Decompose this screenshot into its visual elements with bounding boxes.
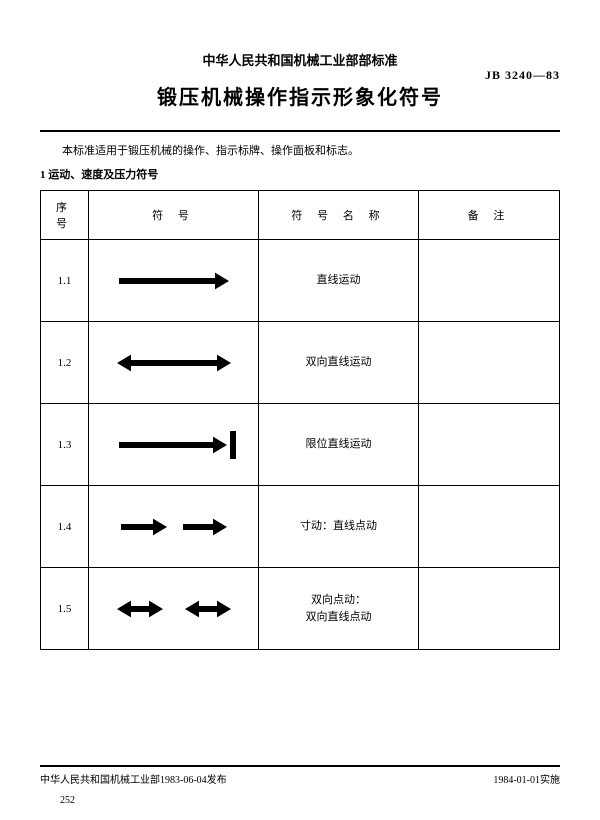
cell-index: 1.5 (41, 568, 89, 650)
footer-issue: 中华人民共和国机械工业部1983-06-04发布 (40, 771, 227, 786)
cell-note (419, 486, 560, 568)
cell-symbol (89, 240, 259, 322)
cell-symbol (89, 322, 259, 404)
section-heading: 1 运动、速度及压力符号 (40, 166, 560, 182)
footer-effective: 1984-01-01实施 (493, 771, 560, 786)
symbols-table: 序 号 符 号 符 号 名 称 备 注 1.1 直线运动 1.2 双向直线运动 1.3 限… (40, 190, 560, 650)
col-header-note: 备 注 (419, 191, 560, 240)
table-row: 1.1 直线运动 (41, 240, 560, 322)
standard-code: JB 3240—83 (485, 68, 560, 83)
pre-title: 中华人民共和国机械工业部部标准 (40, 50, 560, 69)
page-number: 252 (60, 795, 75, 806)
cell-index: 1.2 (41, 322, 89, 404)
cell-note (419, 240, 560, 322)
cell-index: 1.4 (41, 486, 89, 568)
col-header-name: 符 号 名 称 (259, 191, 419, 240)
table-header-row: 序 号 符 号 符 号 名 称 备 注 (41, 191, 560, 240)
cell-name: 双向直线运动 (259, 322, 419, 404)
col-header-index: 序 号 (41, 191, 89, 240)
table-row: 1.2 双向直线运动 (41, 322, 560, 404)
cell-index: 1.3 (41, 404, 89, 486)
cell-name: 限位直线运动 (259, 404, 419, 486)
main-title: 锻压机械操作指示形象化符号 (40, 81, 560, 110)
intro-text: 本标准适用于锻压机械的操作、指示标牌、操作面板和标志。 (40, 142, 560, 158)
table-row: 1.3 限位直线运动 (41, 404, 560, 486)
cell-symbol (89, 568, 259, 650)
divider-top (40, 130, 560, 132)
cell-symbol (89, 486, 259, 568)
cell-index: 1.1 (41, 240, 89, 322)
cell-symbol (89, 404, 259, 486)
cell-note (419, 322, 560, 404)
table-row: 1.4 寸动：直线点动 (41, 486, 560, 568)
cell-note (419, 568, 560, 650)
col-header-symbol: 符 号 (89, 191, 259, 240)
header: 中华人民共和国机械工业部部标准 JB 3240—83 锻压机械操作指示形象化符号 (40, 50, 560, 110)
cell-name: 寸动：直线点动 (259, 486, 419, 568)
footer: 中华人民共和国机械工业部1983-06-04发布 1984-01-01实施 (40, 765, 560, 786)
table-row: 1.5 双向点动：双向直线点动 (41, 568, 560, 650)
cell-name: 直线运动 (259, 240, 419, 322)
cell-name: 双向点动：双向直线点动 (259, 568, 419, 650)
cell-note (419, 404, 560, 486)
